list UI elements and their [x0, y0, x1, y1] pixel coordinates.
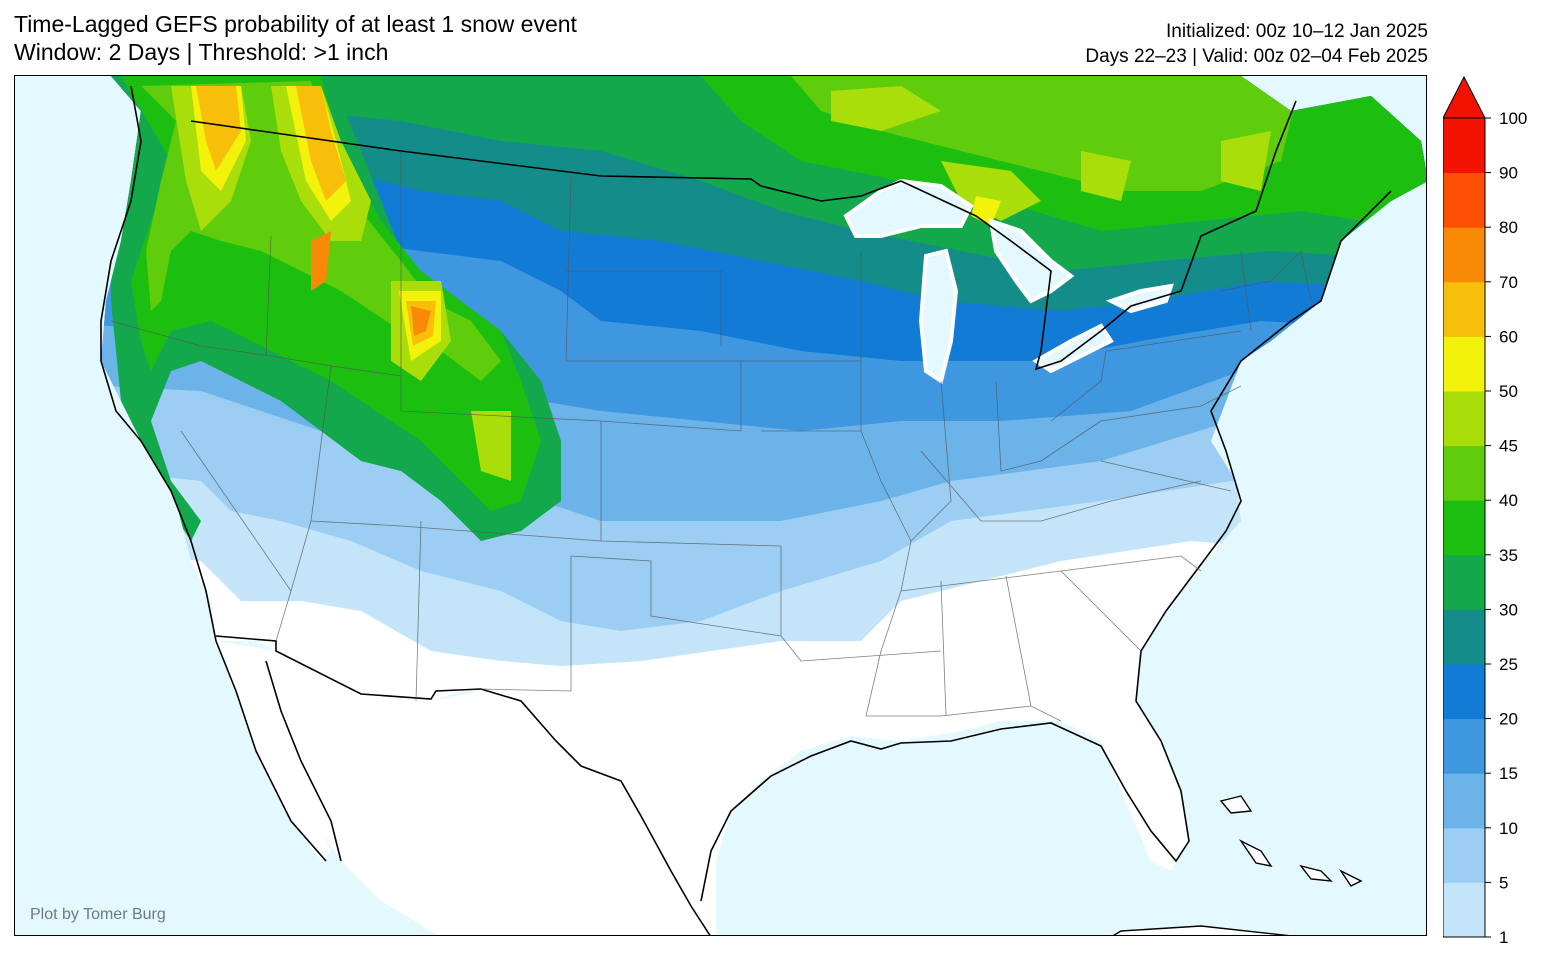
colorbar-tick-label: 5 [1499, 873, 1508, 892]
us-mexico-border [215, 635, 711, 935]
map-panel [14, 75, 1427, 936]
western-high-probability [111, 76, 561, 541]
colorbar-tick-label: 1 [1499, 928, 1508, 945]
colorbar-tick-label: 35 [1499, 546, 1518, 565]
colorbar-tick-label: 20 [1499, 710, 1518, 729]
colorbar-segment [1443, 281, 1485, 337]
colorbar-segment [1443, 118, 1485, 174]
valid-time: Days 22–23 | Valid: 00z 02–04 Feb 2025 [1085, 46, 1428, 67]
colorbar-tick-label: 70 [1499, 273, 1518, 292]
lake-superior [843, 178, 974, 238]
borders [100, 85, 1392, 935]
colorbar-segments [1443, 75, 1486, 938]
colorbar-segment [1443, 773, 1485, 829]
map-canvas [15, 76, 1426, 935]
colorbar-tick-label: 90 [1499, 164, 1518, 183]
colorbar-tick-label: 50 [1499, 382, 1518, 401]
colorbar-tick-label: 30 [1499, 600, 1518, 619]
baja-peninsula [216, 641, 331, 861]
colorbar-tick-label: 15 [1499, 764, 1518, 783]
colorbar-segment [1443, 554, 1485, 610]
colorbar-segment [1443, 827, 1485, 883]
canada-us-border [190, 100, 1297, 371]
init-time: Initialized: 00z 10–12 Jan 2025 [1166, 21, 1428, 42]
colorbar-segment [1443, 336, 1485, 392]
colorbar-segment [1443, 664, 1485, 720]
west-coast [100, 85, 217, 642]
colorbar-extend-arrow [1443, 75, 1486, 119]
lake-michigan [918, 248, 959, 385]
colorbar-tick-label: 80 [1499, 218, 1518, 237]
colorbar-segment [1443, 391, 1485, 447]
title-line-2: Window: 2 Days | Threshold: >1 inch [14, 39, 389, 65]
run-info: Initialized: 00z 10–12 Jan 2025 Days 22–… [1085, 19, 1428, 69]
credit-label: Plot by Tomer Burg [30, 906, 166, 923]
colorbar-segment [1443, 882, 1485, 938]
colorbar-segment [1443, 172, 1485, 228]
gulf-coast [700, 190, 1392, 902]
colorbar-border [1443, 117, 1486, 938]
colorbar-segment [1443, 718, 1485, 774]
baja-coast [215, 640, 342, 862]
colorbar-segment [1443, 500, 1485, 556]
colorbar-tick-label: 100 [1499, 109, 1527, 128]
colorbar-tick-label: 25 [1499, 655, 1518, 674]
state-boundaries [110, 151, 1312, 722]
title-line-1: Time-Lagged GEFS probability of at least… [14, 11, 577, 37]
colorbar-segment [1443, 445, 1485, 501]
caribbean-islands [1112, 795, 1363, 935]
colorbar-segment [1443, 227, 1485, 283]
colorbar-tick-label: 10 [1499, 819, 1518, 838]
colorbar-tick-label: 40 [1499, 491, 1518, 510]
chart-title: Time-Lagged GEFS probability of at least… [14, 10, 577, 66]
colorbar-segment [1443, 609, 1485, 665]
mexico-landmass [216, 641, 731, 935]
colorbar-tick-label: 60 [1499, 327, 1518, 346]
colorbar-tick-label: 45 [1499, 437, 1518, 456]
